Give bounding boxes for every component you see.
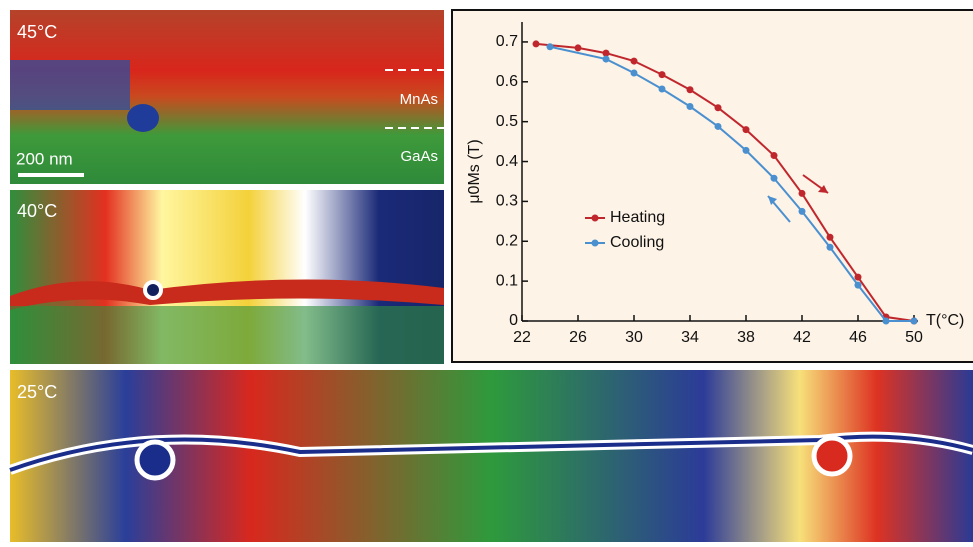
x-tick-label: 22 [513,329,531,346]
legend-marker [591,239,599,247]
data-point [798,189,806,197]
x-tick-label: 42 [793,329,811,346]
y-tick-label: 0.6 [496,73,518,90]
defect [143,280,163,300]
arrow [818,185,828,193]
defect [127,104,159,132]
data-point [826,243,834,251]
x-axis-label: T(°C) [926,312,964,329]
y-tick-label: 0.4 [496,153,518,170]
data-point [546,43,554,51]
data-point [742,126,750,134]
data-point [770,152,778,160]
data-point [602,49,610,57]
domain-wall [9,434,973,472]
legend-label: Heating [610,209,665,226]
chart: 0 0.1 0.2 0.3 0.4 0.5 0.6 0.7 22 26 30 34 38 42 46 50T(… [466,22,964,346]
layer-label: MnAs [400,91,438,108]
legend-marker [591,214,599,222]
data-point [854,273,862,281]
data-point [686,86,694,94]
data-point [854,281,862,289]
panel-label: 45°C [17,22,57,42]
data-point [658,85,666,93]
y-axis-label: μ0Ms (T) [466,139,483,203]
defect [134,439,176,481]
x-tick-label: 50 [905,329,923,346]
data-point [714,104,722,112]
data-point [658,71,666,79]
domain [10,60,130,110]
data-point [770,174,778,182]
data-point [742,146,750,154]
y-tick-label: 0 [509,312,518,329]
chart-panel [451,9,973,363]
series-line [535,42,915,322]
data-point [574,44,582,52]
data-point [826,233,834,241]
y-tick-label: 0.7 [496,33,518,50]
data-point [532,40,540,48]
y-tick-label: 0.3 [496,193,518,210]
data-point [686,103,694,111]
data-point [882,317,890,325]
data-point [602,55,610,63]
x-tick-label: 46 [849,329,867,346]
data-point [798,207,806,215]
layer-label: GaAs [400,148,438,165]
defect [811,435,853,477]
domain-wall [10,279,444,310]
y-tick-label: 0.1 [496,272,518,289]
legend-label: Cooling [610,234,664,251]
scale-label: 200 nm [16,149,73,168]
y-tick-label: 0.2 [496,232,518,249]
x-tick-label: 26 [569,329,587,346]
y-tick-label: 0.5 [496,113,518,130]
panel-label: 40°C [17,201,57,221]
data-point [910,317,918,325]
x-tick-label: 38 [737,329,755,346]
arrow [768,196,777,205]
data-point [714,122,722,130]
panel-label: 25°C [17,382,57,402]
domain [10,306,444,364]
x-tick-label: 30 [625,329,643,346]
data-point [630,69,638,77]
x-tick-label: 34 [681,329,699,346]
data-point [630,57,638,65]
